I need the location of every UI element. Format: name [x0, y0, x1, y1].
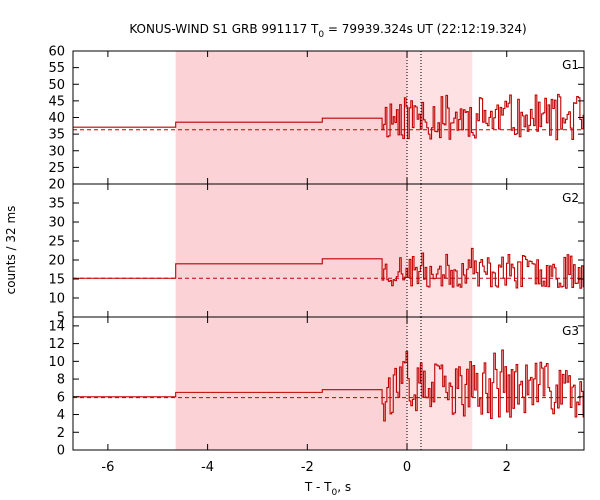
g3-ytick-label: 8 — [57, 373, 65, 388]
g1-ytick-label: 20 — [48, 178, 65, 193]
g3-ytick-label: 14 — [48, 319, 65, 334]
g1-ytick-label: 35 — [48, 128, 65, 143]
g2-ytick-label: 5 — [57, 311, 65, 326]
g3-frame — [72, 316, 585, 451]
g3-lightcurve — [73, 349, 584, 422]
g1-ytick-label: 50 — [48, 78, 65, 93]
g1-panel-label: G1 — [562, 58, 579, 72]
g2-ytick-label: 30 — [48, 216, 65, 231]
x-tick-label: 2 — [503, 460, 511, 475]
g2-ytick-label: 10 — [48, 292, 65, 307]
x-tick-label: -2 — [301, 460, 314, 475]
x-tick-label: -4 — [201, 460, 214, 475]
g1-ytick-label: 30 — [48, 144, 65, 159]
g2-ytick-label: 25 — [48, 235, 65, 250]
g2-ytick-label: 15 — [48, 273, 65, 288]
g1-ytick-label: 55 — [48, 61, 65, 76]
chart-title: KONUS-WIND S1 GRB 991117 T0 = 79939.324s… — [129, 22, 526, 40]
shaded-region-1 — [175, 51, 408, 450]
g2-panel-label: G2 — [562, 191, 579, 205]
g1-ytick-label: 45 — [48, 94, 65, 109]
g2-ytick-label: 35 — [48, 197, 65, 212]
g1-lightcurve — [73, 93, 584, 141]
g1-ytick-label: 40 — [48, 111, 65, 126]
x-tick-label: -6 — [101, 460, 114, 475]
g1-ytick-label: 25 — [48, 161, 65, 176]
g3-ytick-label: 10 — [48, 355, 65, 370]
g3-panel-label: G3 — [562, 324, 579, 338]
y-axis-title: counts / 32 ms — [4, 206, 18, 295]
x-tick-label: 0 — [403, 460, 411, 475]
g3-ytick-label: 6 — [57, 390, 65, 405]
g2-ytick-label: 20 — [48, 254, 65, 269]
x-axis-title: T - T0, s — [304, 480, 351, 498]
g3-ytick-label: 12 — [48, 337, 65, 352]
g1-ytick-label: 60 — [48, 45, 65, 60]
g3-ytick-label: 4 — [57, 408, 65, 423]
g2-lightcurve — [73, 247, 584, 289]
g3-ytick-label: 2 — [57, 426, 65, 441]
g3-ytick-label: 0 — [57, 444, 65, 459]
